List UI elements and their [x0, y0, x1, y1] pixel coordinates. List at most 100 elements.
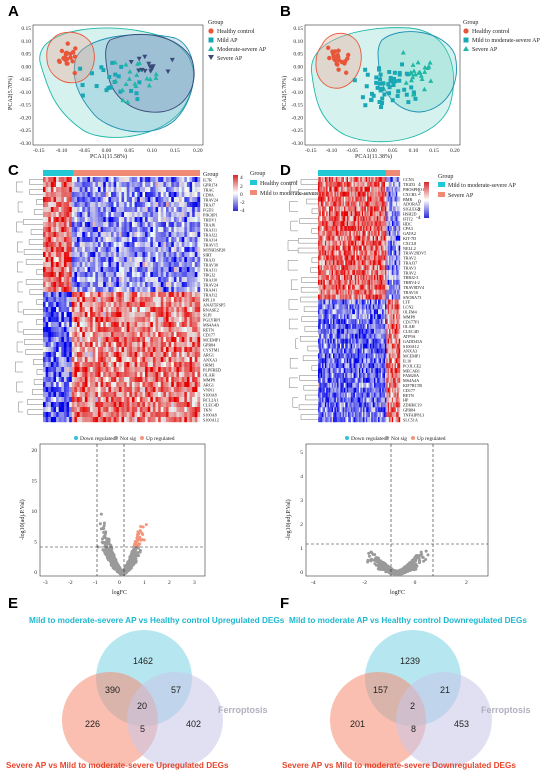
heatmap-cell	[92, 397, 96, 403]
heatmap-cell	[53, 302, 57, 308]
heatmap-cell	[160, 312, 164, 318]
heatmap-cell	[84, 317, 88, 323]
heatmap-cell	[330, 270, 332, 276]
heatmap-cell	[333, 250, 335, 256]
dendrogram-branch	[311, 257, 318, 263]
heatmap-cell	[322, 294, 324, 300]
heatmap-cell	[380, 294, 383, 300]
heatmap-cell	[158, 242, 161, 248]
heatmap-cell	[103, 272, 106, 278]
heatmap-cell	[168, 362, 172, 368]
heatmap-cell	[105, 347, 109, 353]
heatmap-cell	[160, 207, 164, 213]
heatmap-cell	[318, 181, 320, 187]
heatmap-cell	[61, 322, 65, 328]
heatmap-cell	[97, 327, 101, 333]
heatmap-cell	[79, 187, 83, 193]
pca-a-legend-healthy: Healthy control	[217, 29, 255, 35]
heatmap-cell	[395, 196, 398, 202]
heatmap-cell	[111, 287, 114, 293]
heatmap-cell	[352, 216, 354, 222]
heatmap-cell	[389, 275, 391, 281]
heatmap-cell	[77, 322, 80, 328]
heatmap-cell	[111, 417, 114, 423]
dendrogram-branch	[16, 181, 23, 193]
heatmap-cell	[137, 367, 141, 373]
heatmap-cell	[105, 382, 109, 388]
heatmap-cell	[95, 192, 99, 198]
heatmap-cell	[111, 397, 114, 403]
heatmap-cell	[124, 262, 127, 268]
gene-label: TRGJ2	[203, 272, 215, 277]
heatmap-cell	[341, 284, 343, 290]
pca-point	[128, 59, 134, 65]
heatmap-cell	[168, 197, 172, 203]
pca-point	[392, 70, 397, 75]
heatmap-cell	[158, 252, 161, 258]
heatmap-cell	[337, 270, 339, 276]
heatmap-cell	[318, 211, 320, 217]
heatmap-cell	[92, 272, 96, 278]
heatmap-cell	[45, 387, 49, 393]
heatmap-cell	[95, 392, 99, 398]
heatmap-cell	[116, 192, 120, 198]
heatmap-cell	[131, 197, 135, 203]
heatmap-cell	[173, 287, 177, 293]
heatmap-cell	[53, 392, 57, 398]
heatmap-cell	[79, 382, 83, 388]
heatmap-cell	[71, 332, 75, 338]
heatmap-cell	[155, 217, 159, 223]
heatmap-cell	[145, 307, 148, 313]
heatmap-cell	[63, 382, 67, 388]
heatmap-cell	[341, 196, 343, 202]
heatmap-cell	[384, 250, 387, 256]
heatmap-cell	[184, 237, 188, 243]
heatmap-cell	[152, 257, 156, 263]
heatmap-cell	[184, 262, 188, 268]
heatmap-cell	[108, 177, 112, 183]
heatmap-cell	[184, 272, 188, 278]
heatmap-cell	[63, 407, 67, 413]
heatmap-cell	[173, 217, 177, 223]
heatmap-cell	[339, 191, 342, 197]
heatmap-cell	[48, 192, 52, 198]
heatmap-cell	[45, 207, 49, 213]
heatmap-cell	[171, 392, 175, 398]
heatmap-cell	[391, 309, 394, 315]
heatmap-cell	[53, 407, 57, 413]
heatmap-cell	[390, 260, 392, 266]
heatmap-cell	[176, 292, 180, 298]
heatmap-cell	[171, 227, 175, 233]
heatmap-cell	[66, 327, 70, 333]
heatmap-cell	[100, 192, 104, 198]
heatmap-cell	[145, 207, 148, 213]
heatmap-cell	[343, 265, 346, 271]
heatmap-cell	[192, 377, 195, 383]
heatmap-cell	[77, 247, 80, 253]
heatmap-cell	[331, 260, 334, 266]
heatmap-cell	[97, 362, 101, 368]
pca-plot-b: -0.15 -0.10 -0.05 0.00 0.05 0.10 0.15 0.20 0.15…	[292, 24, 461, 154]
heatmap-cell	[348, 250, 350, 256]
heatmap-cell	[369, 191, 372, 197]
heatmap-cell	[194, 287, 198, 293]
heatmap-cell	[341, 245, 343, 251]
heatmap-cell	[359, 191, 361, 197]
heatmap-cell	[367, 186, 369, 192]
heatmap-cell	[152, 402, 156, 408]
heatmap-cell	[97, 252, 101, 258]
pca-point	[127, 68, 133, 74]
heatmap-cell	[142, 417, 146, 423]
heatmap-cell	[82, 372, 86, 378]
heatmap-cell	[121, 247, 125, 253]
heatmap-cell	[186, 232, 190, 238]
dendrogram-branch	[287, 260, 298, 271]
heatmap-cell	[150, 202, 154, 208]
heatmap-cell	[163, 217, 167, 223]
heatmap-cell	[152, 292, 156, 298]
heatmap-cell	[181, 272, 185, 278]
heatmap-cell	[92, 222, 96, 228]
heatmap-cell	[323, 201, 326, 207]
heatmap-cell	[372, 304, 375, 310]
heatmap-cell	[69, 347, 72, 353]
